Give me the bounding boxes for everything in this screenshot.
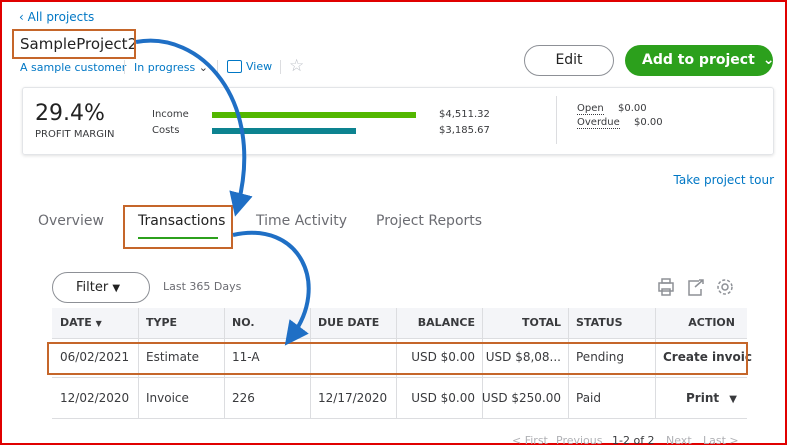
costs-label: Costs <box>152 125 180 136</box>
pagination-text[interactable]: First <box>524 434 548 447</box>
column-header: ACTION <box>688 316 735 329</box>
tab[interactable]: Project Reports <box>376 213 483 229</box>
pagination-link[interactable]: Last > <box>703 434 739 447</box>
pagination-link[interactable]: < First <box>512 434 548 447</box>
costs-bar <box>212 128 356 134</box>
filter-button[interactable]: Filter ▼ <box>52 272 150 303</box>
edit-button[interactable]: Edit <box>524 45 614 76</box>
cell: USD $0.00 <box>411 350 475 364</box>
view-link[interactable]: View <box>246 60 273 73</box>
cell: 11-A <box>232 350 260 364</box>
column-header[interactable]: DATE ▼ <box>60 316 102 329</box>
customer-link[interactable]: A sample customer <box>20 61 127 74</box>
column-header: BALANCE <box>417 316 475 329</box>
project-name: SampleProject2 <box>20 35 138 53</box>
export-icon[interactable] <box>688 279 704 296</box>
table-header <box>52 308 747 338</box>
status-text[interactable]: In progress <box>134 61 196 74</box>
income-bar <box>212 112 416 118</box>
cell: Estimate <box>146 350 200 364</box>
cell: 12/17/2020 <box>318 391 388 405</box>
settings-icon[interactable] <box>717 279 733 295</box>
highlight-box <box>12 29 136 59</box>
column-line <box>138 308 139 418</box>
pagination-text[interactable]: Last <box>703 434 726 447</box>
add-button[interactable]: Add to project ⌄ <box>625 45 775 76</box>
profit-label: PROFIT MARGIN <box>35 129 115 140</box>
action-link[interactable]: Create invoic <box>663 350 752 364</box>
highlight-box <box>47 342 748 375</box>
tour-link[interactable]: Take project tour <box>673 173 774 187</box>
row-line <box>52 338 747 339</box>
income-label: Income <box>152 109 189 120</box>
header-text[interactable]: DATE <box>60 316 92 329</box>
profit-margin: 29.4% <box>35 101 105 126</box>
column-line <box>224 308 225 418</box>
row-line <box>52 418 747 419</box>
cell: Invoice <box>146 391 189 405</box>
tab[interactable]: Time Activity <box>256 213 348 229</box>
view-icon[interactable] <box>227 60 242 73</box>
column-header: STATUS <box>576 316 623 329</box>
pagination-link[interactable]: Next <box>666 434 692 447</box>
row-line <box>52 377 747 378</box>
action-text[interactable]: Print <box>686 391 720 405</box>
overdue-label: Overdue <box>577 117 620 129</box>
column-header: TYPE <box>146 316 178 329</box>
open-amount: $0.00 <box>618 103 647 114</box>
date-range: Last 365 Days <box>163 280 242 293</box>
tab-active[interactable]: Transactions <box>138 213 226 229</box>
cell: USD $8,08... <box>485 350 561 364</box>
column-header: TOTAL <box>521 316 561 329</box>
separator <box>124 60 125 74</box>
overdue-amount: $0.00 <box>634 117 663 128</box>
pagination-status: 1-2 of 2 <box>612 434 655 447</box>
separator <box>280 60 281 74</box>
cell: Paid <box>576 391 602 405</box>
column-header: NO. <box>232 316 255 329</box>
toolbar-icons <box>658 278 733 296</box>
add-text[interactable]: Add to project <box>642 52 755 68</box>
action-link[interactable]: Print ▼ <box>686 391 737 405</box>
costs-amount: $3,185.67 <box>439 125 490 136</box>
summary-card <box>22 87 774 155</box>
pagination-link[interactable]: Previous <box>556 434 603 447</box>
cell: 12/02/2020 <box>60 391 130 405</box>
tab[interactable]: Overview <box>38 213 104 229</box>
divider <box>556 96 557 144</box>
cell: USD $0.00 <box>411 391 475 405</box>
cell: USD $250.00 <box>481 391 561 405</box>
cell: 06/02/2021 <box>60 350 130 364</box>
column-line <box>482 308 483 418</box>
cell: Pending <box>576 350 624 364</box>
column-line <box>396 308 397 418</box>
filter-text[interactable]: Filter <box>76 280 109 295</box>
status-dropdown[interactable]: In progress ⌄ <box>134 61 208 74</box>
column-line <box>568 308 569 418</box>
income-amount: $4,511.32 <box>439 109 490 120</box>
open-label: Open <box>577 103 604 115</box>
column-line <box>655 308 656 418</box>
column-header: DUE DATE <box>318 316 380 329</box>
tab-underline <box>138 237 218 239</box>
separator <box>217 60 218 74</box>
cell: 226 <box>232 391 255 405</box>
back-link[interactable]: ‹ All projects <box>19 10 95 24</box>
back-text[interactable]: All projects <box>27 10 95 24</box>
print-icon[interactable] <box>658 282 674 292</box>
star-icon[interactable]: ☆ <box>289 56 305 76</box>
highlight-box <box>123 205 233 249</box>
column-line <box>310 308 311 418</box>
